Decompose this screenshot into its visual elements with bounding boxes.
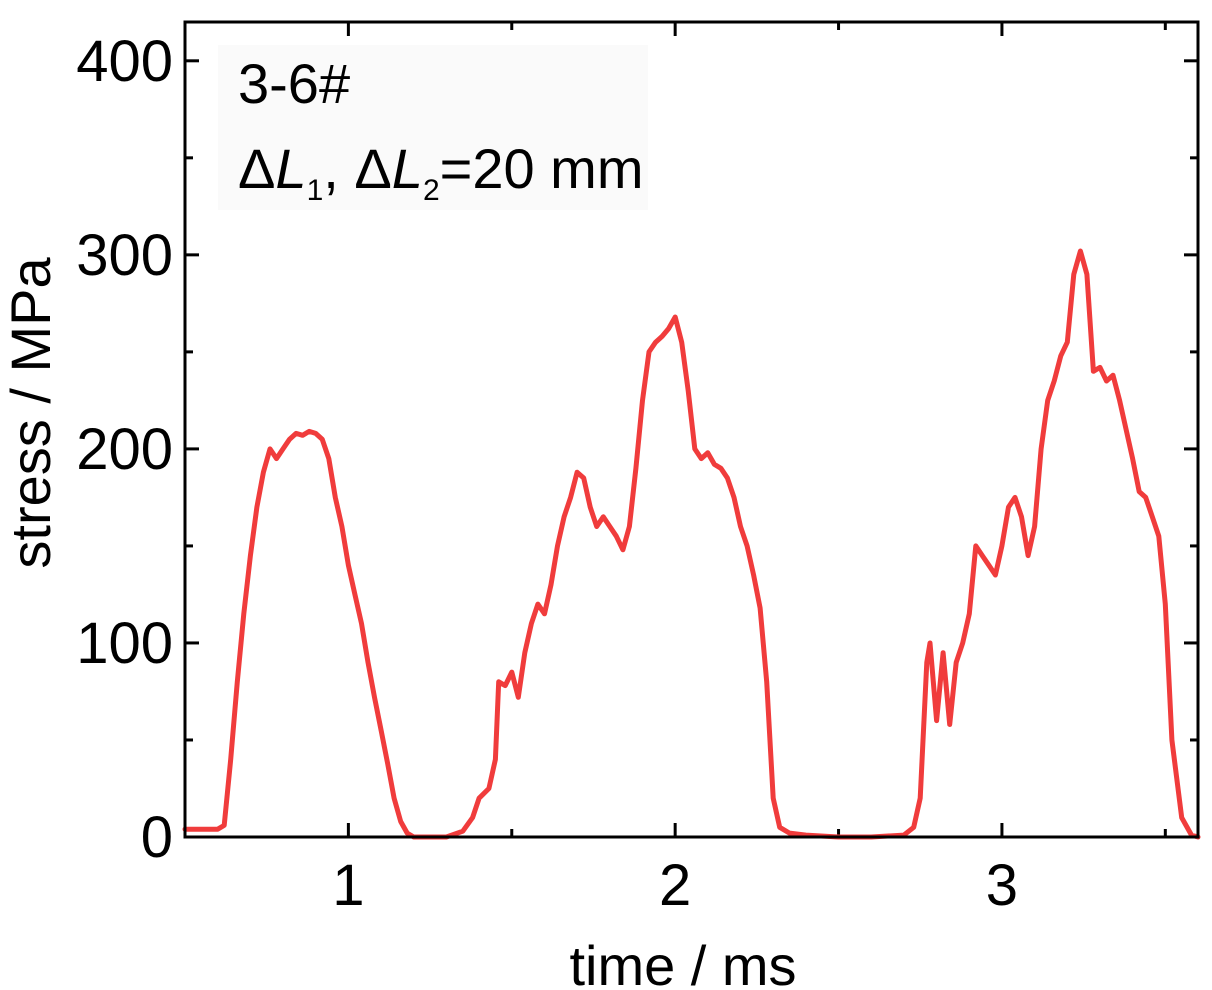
y-tick-label: 300 — [76, 223, 173, 288]
annotation-box — [218, 45, 648, 210]
y-tick-label: 0 — [141, 805, 173, 870]
x-axis-label: time / ms — [569, 934, 796, 990]
plot-frame — [183, 20, 1200, 839]
annotation-specimen-label: 3-6# — [238, 52, 350, 115]
y-axis-label: stress / MPa — [0, 257, 62, 569]
y-tick-label: 200 — [76, 417, 173, 482]
annotation-length-label: ΔL1, ΔL2=20 mm — [238, 137, 643, 207]
tick-labels: 0 100 200 300 400 1 2 3 — [76, 29, 1018, 918]
series-line-stress — [182, 248, 1201, 840]
y-tick-label: 100 — [76, 611, 173, 676]
y-tick-label: 400 — [76, 29, 173, 94]
x-tick-label: 1 — [332, 853, 364, 918]
x-tick-label: 3 — [986, 853, 1018, 918]
x-tick-label: 2 — [659, 853, 691, 918]
